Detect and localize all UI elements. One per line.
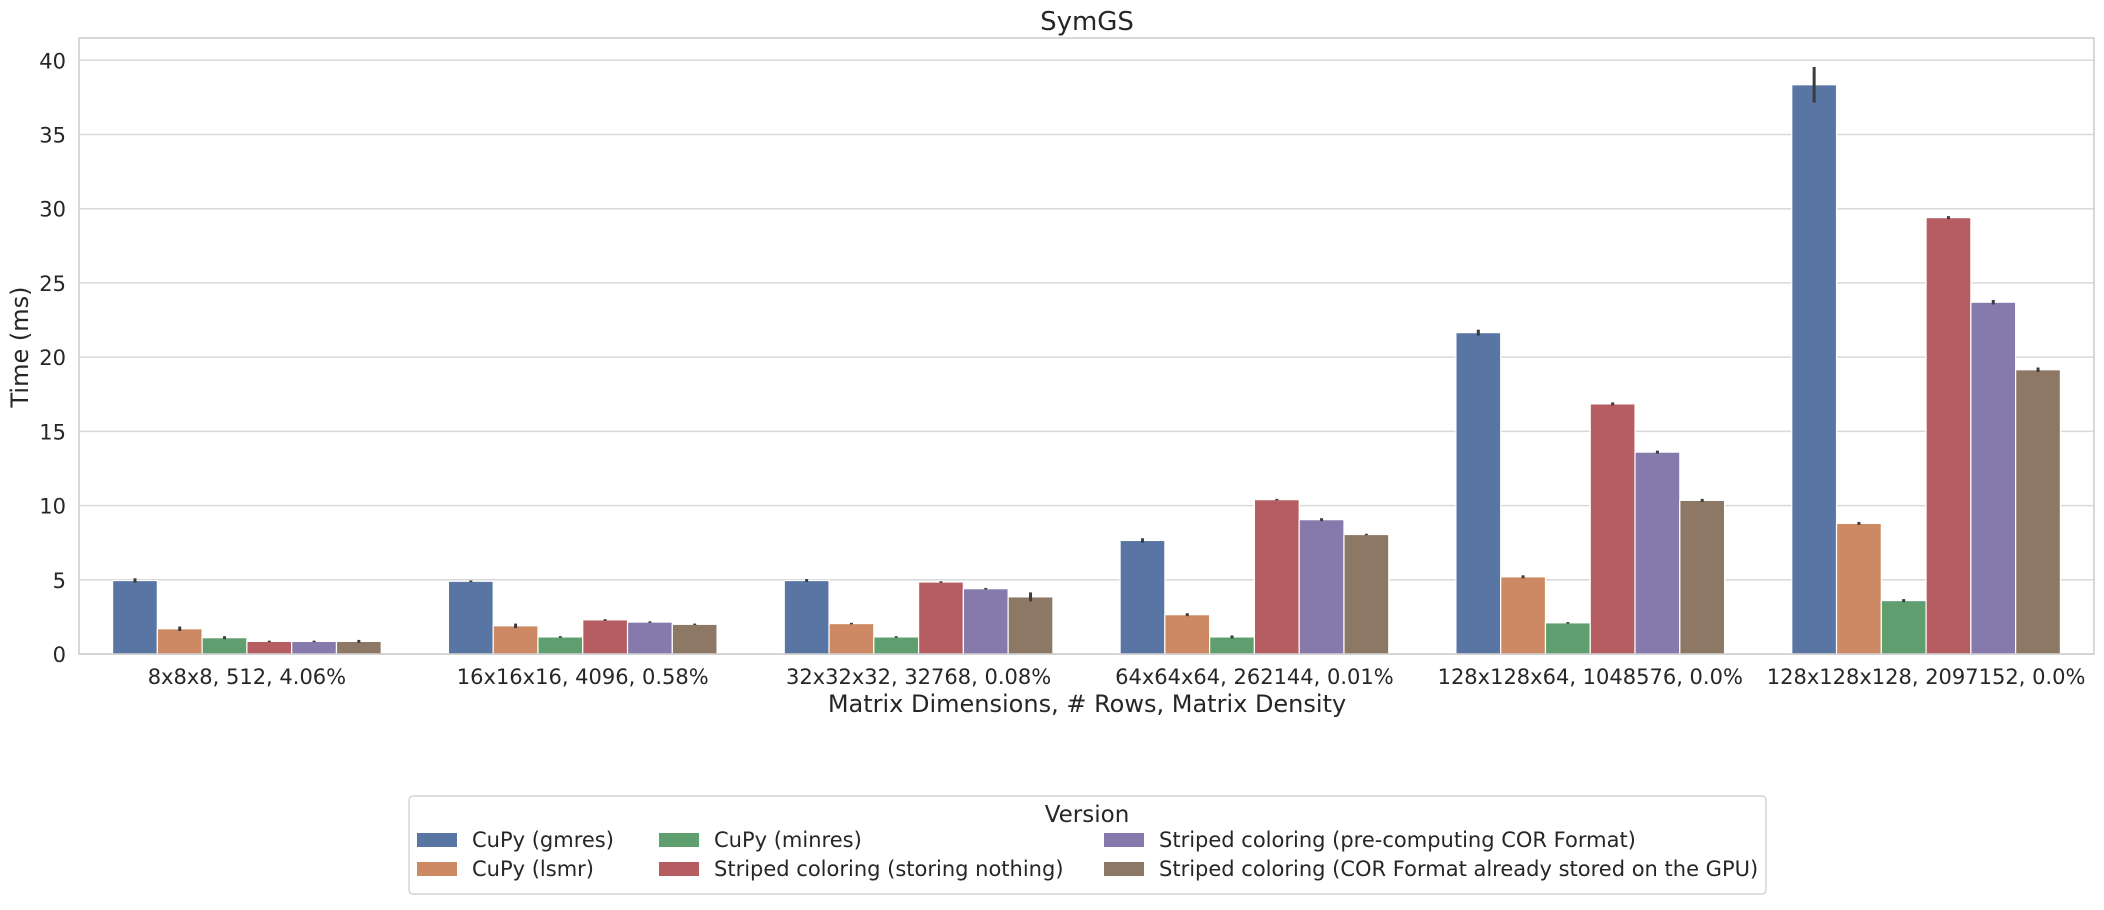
y-tick-label: 15 — [39, 420, 66, 444]
bar — [1119, 539, 1166, 655]
bar — [873, 636, 920, 655]
x-tick-label: 128x128x64, 1048576, 0.0% — [1438, 665, 1743, 689]
legend-items: CuPy (gmres) CuPy (lsmr) CuPy (minres) Stri… — [417, 828, 1758, 881]
bar — [1925, 217, 1972, 655]
legend-label: Striped coloring (pre-computing COR Form… — [1159, 828, 1636, 852]
bar — [1791, 84, 1838, 655]
y-axis-label: Time (ms) — [6, 287, 34, 409]
x-tick-label: 32x32x32, 32768, 0.08% — [786, 665, 1051, 689]
gridlines — [79, 59, 2094, 655]
bar — [1343, 533, 1390, 655]
x-tick-label: 128x128x128, 2097152, 0.0% — [1767, 665, 2086, 689]
bar — [783, 579, 830, 655]
y-tick-label: 30 — [39, 198, 66, 222]
legend-swatch — [1104, 862, 1144, 876]
bar — [291, 640, 338, 655]
legend-label: CuPy (lsmr) — [472, 857, 594, 881]
plot-frame — [78, 37, 2095, 655]
bar — [447, 580, 494, 655]
bar — [537, 636, 584, 655]
bar — [1544, 622, 1591, 655]
bar — [671, 623, 718, 655]
bar — [1589, 403, 1636, 655]
legend-box — [408, 795, 1767, 895]
bar — [1007, 596, 1054, 655]
y-tick-label: 5 — [53, 569, 66, 593]
error-bars — [133, 66, 2040, 643]
x-tick-label: 64x64x64, 262144, 0.01% — [1115, 665, 1394, 689]
bar — [1679, 499, 1726, 655]
bar — [1970, 301, 2017, 655]
bar — [626, 621, 673, 655]
legend-label: Striped coloring (COR Format already sto… — [1159, 857, 1758, 881]
bar — [1880, 599, 1927, 655]
legend-swatch — [417, 833, 457, 847]
legend-label: CuPy (minres) — [714, 828, 862, 852]
bar — [1164, 614, 1211, 655]
bar — [1298, 519, 1345, 655]
legend-title: Version — [1045, 802, 1130, 828]
x-axis-label: Matrix Dimensions, # Rows, Matrix Densit… — [828, 690, 1346, 718]
y-tick-label: 35 — [39, 123, 66, 147]
x-tick-label: 16x16x16, 4096, 0.58% — [457, 665, 709, 689]
legend-swatch — [417, 862, 457, 876]
legend-label: Striped coloring (storing nothing) — [714, 857, 1064, 881]
y-tick-label: 0 — [53, 643, 66, 667]
bar — [582, 619, 629, 655]
bar — [1835, 522, 1882, 655]
bar — [2015, 369, 2062, 655]
bar — [111, 579, 158, 655]
bar — [917, 581, 964, 655]
chart-title: SymGS — [1040, 7, 1134, 37]
legend: Version CuPy (gmres) CuPy (lsmr) CuPy (min… — [408, 795, 1767, 895]
legend-swatch — [659, 833, 699, 847]
x-tick-label: 8x8x8, 512, 4.06% — [148, 665, 346, 689]
bar — [1209, 636, 1256, 655]
y-tick-label: 10 — [39, 495, 66, 519]
bar — [1455, 332, 1502, 655]
bar — [335, 640, 382, 655]
bar — [1634, 451, 1681, 655]
y-tick-label: 40 — [39, 49, 66, 73]
legend-label: CuPy (gmres) — [472, 828, 614, 852]
bar — [1253, 499, 1300, 655]
bar — [156, 628, 203, 655]
bar — [492, 625, 539, 655]
legend-swatch — [659, 862, 699, 876]
bar — [828, 622, 875, 655]
bar — [201, 637, 248, 655]
bar — [1500, 576, 1547, 655]
y-tick-label: 25 — [39, 272, 66, 296]
bar — [962, 588, 1009, 655]
y-tick-labels: 0 5 10 15 20 25 30 35 40 — [39, 49, 66, 667]
x-tick-labels: 8x8x8, 512, 4.06% 16x16x16, 4096, 0.58% 32… — [148, 665, 2086, 689]
y-tick-label: 20 — [39, 346, 66, 370]
legend-swatch — [1104, 833, 1144, 847]
bar — [246, 640, 293, 655]
bars — [111, 84, 2062, 655]
